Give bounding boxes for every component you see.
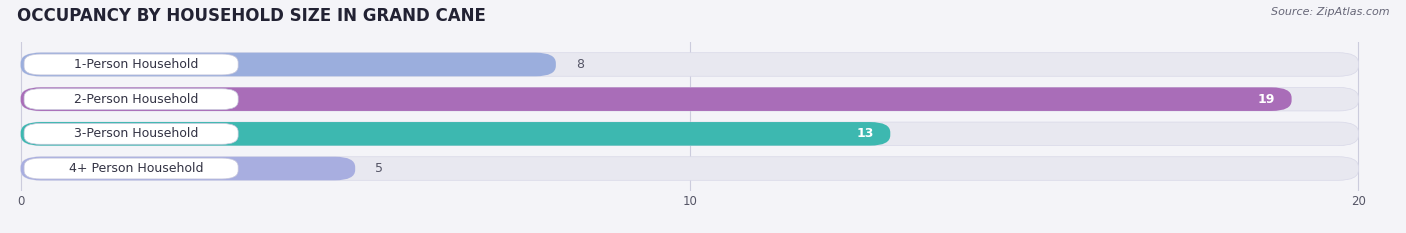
Text: 3-Person Household: 3-Person Household	[73, 127, 198, 140]
Text: 5: 5	[375, 162, 384, 175]
Text: 1-Person Household: 1-Person Household	[73, 58, 198, 71]
FancyBboxPatch shape	[21, 122, 1358, 146]
FancyBboxPatch shape	[21, 157, 1358, 180]
FancyBboxPatch shape	[21, 87, 1292, 111]
Text: 19: 19	[1257, 93, 1275, 106]
FancyBboxPatch shape	[24, 89, 238, 110]
FancyBboxPatch shape	[21, 87, 1358, 111]
Text: Source: ZipAtlas.com: Source: ZipAtlas.com	[1271, 7, 1389, 17]
FancyBboxPatch shape	[21, 53, 555, 76]
Text: 4+ Person Household: 4+ Person Household	[69, 162, 202, 175]
Text: OCCUPANCY BY HOUSEHOLD SIZE IN GRAND CANE: OCCUPANCY BY HOUSEHOLD SIZE IN GRAND CAN…	[17, 7, 485, 25]
FancyBboxPatch shape	[21, 53, 1358, 76]
Text: 8: 8	[576, 58, 583, 71]
FancyBboxPatch shape	[21, 157, 356, 180]
FancyBboxPatch shape	[24, 158, 238, 179]
Text: 2-Person Household: 2-Person Household	[73, 93, 198, 106]
FancyBboxPatch shape	[21, 122, 890, 146]
FancyBboxPatch shape	[24, 123, 238, 144]
FancyBboxPatch shape	[24, 54, 238, 75]
Text: 13: 13	[856, 127, 873, 140]
